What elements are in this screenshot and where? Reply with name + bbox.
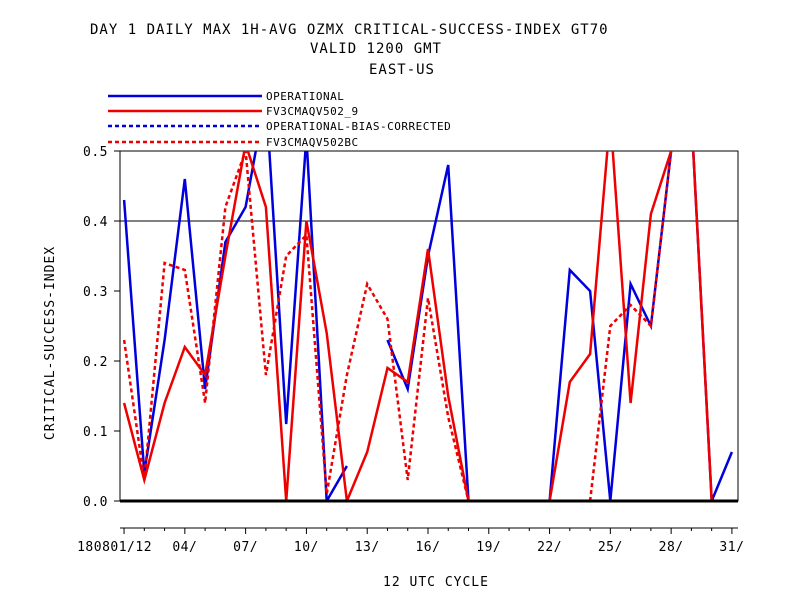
- series-line-3: [588, 151, 673, 501]
- series-line-0: [122, 151, 348, 501]
- y-tick-label: 0.1: [83, 425, 108, 440]
- x-tick-label: 28/: [659, 540, 684, 555]
- x-tick-label: 22/: [537, 540, 562, 555]
- x-tick-label: 13/: [355, 540, 380, 555]
- x-tick-label: 31/: [719, 540, 744, 555]
- series-line-0: [386, 164, 470, 501]
- x-tick-label: 25/: [598, 540, 623, 555]
- x-tick-label: 10/: [294, 540, 319, 555]
- chart-title: DAY 1 DAILY MAX 1H-AVG OZMX CRITICAL-SUC…: [90, 22, 609, 38]
- y-tick-label: 0.3: [83, 285, 108, 300]
- y-tick-label: 0.5: [83, 145, 108, 160]
- y-axis: 0.0 0.1 0.2 0.3 0.4 0.5: [83, 145, 120, 510]
- y-tick-label: 0.4: [83, 215, 108, 230]
- legend-label: FV3CMAQV502_9: [266, 105, 359, 118]
- x-axis-label: 12 UTC CYCLE: [383, 575, 489, 590]
- y-axis-label: CRITICAL-SUCCESS-INDEX: [43, 246, 58, 440]
- x-tick-label: 16/: [415, 540, 440, 555]
- chart-subtitle-valid: VALID 1200 GMT: [310, 41, 442, 57]
- x-tick-label: 04/: [172, 540, 197, 555]
- legend-label: OPERATIONAL: [266, 90, 344, 103]
- series-line-1: [122, 151, 713, 501]
- x-tick-label: 19/: [476, 540, 501, 555]
- x-axis: 180801/12 04/07/10/13/16/19/22/25/28/31/: [77, 527, 744, 555]
- x-tick-label: 180801/12: [77, 540, 152, 555]
- x-tick-label: 07/: [233, 540, 258, 555]
- chart-subtitle-region: EAST-US: [369, 62, 435, 78]
- y-tick-label: 0.0: [83, 495, 108, 510]
- legend: OPERATIONAL FV3CMAQV502_9 OPERATIONAL-BIAS…: [108, 90, 451, 149]
- legend-label: OPERATIONAL-BIAS-CORRECTED: [266, 120, 451, 133]
- legend-label: FV3CMAQV502BC: [266, 136, 359, 149]
- y-tick-label: 0.2: [83, 355, 108, 370]
- series-layer: [122, 151, 734, 501]
